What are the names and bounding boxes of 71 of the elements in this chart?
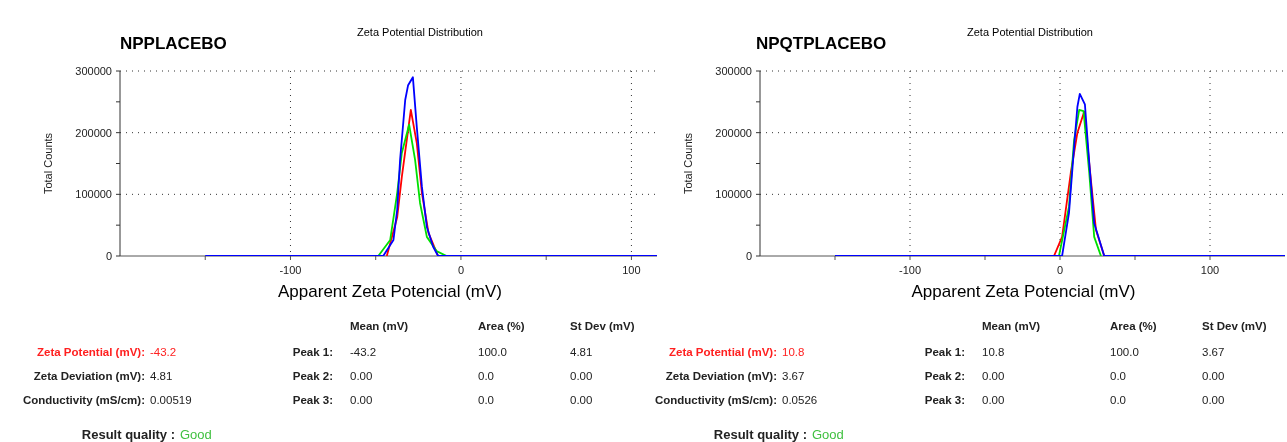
y-tick-label: 0	[745, 250, 752, 262]
y-tick-label: 300000	[715, 65, 752, 77]
text: 0.0526	[782, 394, 818, 406]
text: -43.2	[150, 346, 177, 358]
y-tick-label: 300000	[75, 65, 112, 77]
text: Mean (mV)	[982, 320, 1041, 332]
text: 0.00	[570, 394, 593, 406]
text: 10.8	[782, 346, 805, 358]
text: Area (%)	[1110, 320, 1157, 332]
text: 0.00	[570, 370, 593, 382]
x-tick-label: 0	[1056, 264, 1064, 276]
line-series	[377, 123, 448, 256]
y-tick-label: 200000	[75, 126, 112, 139]
text: Result quality :	[81, 427, 175, 442]
text: Conductivity (mS/cm):	[654, 394, 777, 406]
text: St Dev (mV)	[570, 320, 635, 332]
text: 3.67	[782, 370, 805, 382]
text: Peak 2:	[924, 370, 965, 382]
text: Good	[812, 427, 844, 442]
text: 0.00	[1202, 370, 1225, 382]
text: Peak 1:	[924, 346, 965, 358]
text: 0.00	[982, 370, 1005, 382]
text: 4.81	[570, 346, 593, 358]
chart-subtitle: NPPLACEBO	[120, 34, 227, 54]
text: 0.00519	[150, 394, 192, 406]
text: 0.0	[478, 394, 494, 406]
text: 100.0	[1110, 346, 1139, 358]
y-tick-label: 200000	[715, 126, 752, 139]
x-tick-label: -100	[898, 264, 922, 276]
y-tick-label: 100000	[75, 188, 112, 201]
y-tick-label: 100000	[715, 188, 752, 201]
text: Area (%)	[478, 320, 525, 332]
y-axis-title: Total Counts	[681, 132, 694, 195]
text: 100.0	[478, 346, 507, 358]
text: Zeta Deviation (mV):	[665, 370, 777, 382]
x-tick-label: 100	[1200, 264, 1220, 276]
text: 3.67	[1202, 346, 1225, 358]
text: Zeta Deviation (mV):	[33, 370, 145, 382]
x-axis-title: Apparent Zeta Potencial (mV)	[278, 282, 502, 302]
text: Good	[180, 427, 212, 442]
x-axis-title: Apparent Zeta Potencial (mV)	[911, 282, 1136, 302]
text: Peak 3:	[924, 394, 965, 406]
text: Peak 3:	[292, 394, 333, 406]
chart-title: Zeta Potential Distribution	[357, 26, 483, 38]
text: 0.0	[478, 370, 494, 382]
text: 10.8	[982, 346, 1005, 358]
text: 0.0	[1110, 394, 1126, 406]
text: Peak 2:	[292, 370, 333, 382]
x-tick-label: 100	[622, 264, 641, 276]
text: 0.00	[982, 394, 1005, 406]
text: 0.00	[350, 394, 373, 406]
line-series	[204, 76, 657, 256]
x-tick-label: 0	[457, 264, 465, 276]
text: 4.81	[150, 370, 173, 382]
text: Mean (mV)	[350, 320, 409, 332]
chart-title: Zeta Potential Distribution	[967, 26, 1093, 38]
chart-subtitle: NPQTPLACEBO	[756, 34, 887, 54]
line-series	[834, 92, 1285, 256]
x-tick-label: -100	[279, 264, 302, 276]
text: -43.2	[350, 346, 377, 358]
text: Zeta Potential (mV):	[669, 346, 777, 358]
text: St Dev (mV)	[1202, 320, 1267, 332]
text: Peak 1:	[292, 346, 333, 358]
text: 0.00	[1202, 394, 1225, 406]
y-axis-title: Total Counts	[41, 132, 54, 195]
text: 0.0	[1110, 370, 1126, 382]
text: Zeta Potential (mV):	[37, 346, 145, 358]
text: Result quality :	[713, 427, 807, 442]
text: Conductivity (mS/cm):	[22, 394, 145, 406]
y-tick-label: 0	[105, 250, 112, 262]
text: 0.00	[350, 370, 373, 382]
